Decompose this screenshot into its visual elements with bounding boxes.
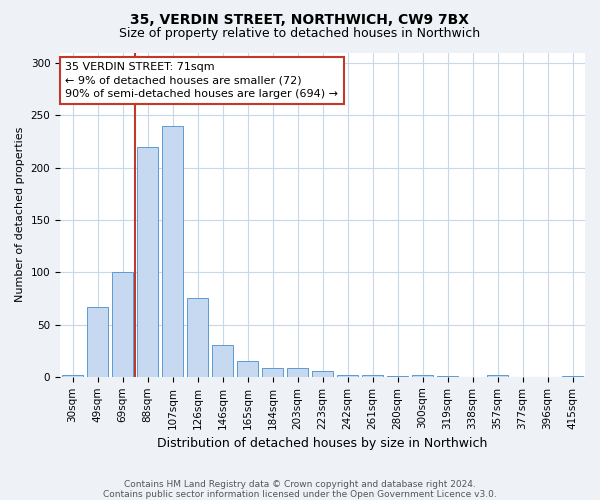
Text: Size of property relative to detached houses in Northwich: Size of property relative to detached ho… — [119, 28, 481, 40]
Bar — [412, 374, 433, 377]
Bar — [362, 374, 383, 377]
Bar — [437, 376, 458, 377]
Bar — [237, 361, 258, 377]
Bar — [562, 376, 583, 377]
Bar — [62, 374, 83, 377]
Bar — [487, 374, 508, 377]
Y-axis label: Number of detached properties: Number of detached properties — [15, 127, 25, 302]
Text: 35 VERDIN STREET: 71sqm
← 9% of detached houses are smaller (72)
90% of semi-det: 35 VERDIN STREET: 71sqm ← 9% of detached… — [65, 62, 338, 98]
Bar — [162, 126, 183, 377]
Bar — [337, 374, 358, 377]
Bar — [212, 346, 233, 377]
Bar — [87, 306, 108, 377]
Bar — [287, 368, 308, 377]
Bar — [387, 376, 408, 377]
Bar — [262, 368, 283, 377]
Text: Contains HM Land Registry data © Crown copyright and database right 2024.: Contains HM Land Registry data © Crown c… — [124, 480, 476, 489]
Text: Contains public sector information licensed under the Open Government Licence v3: Contains public sector information licen… — [103, 490, 497, 499]
Bar — [187, 298, 208, 377]
Bar — [112, 272, 133, 377]
Text: 35, VERDIN STREET, NORTHWICH, CW9 7BX: 35, VERDIN STREET, NORTHWICH, CW9 7BX — [131, 12, 470, 26]
Bar — [137, 146, 158, 377]
Bar — [312, 370, 333, 377]
X-axis label: Distribution of detached houses by size in Northwich: Distribution of detached houses by size … — [157, 437, 488, 450]
